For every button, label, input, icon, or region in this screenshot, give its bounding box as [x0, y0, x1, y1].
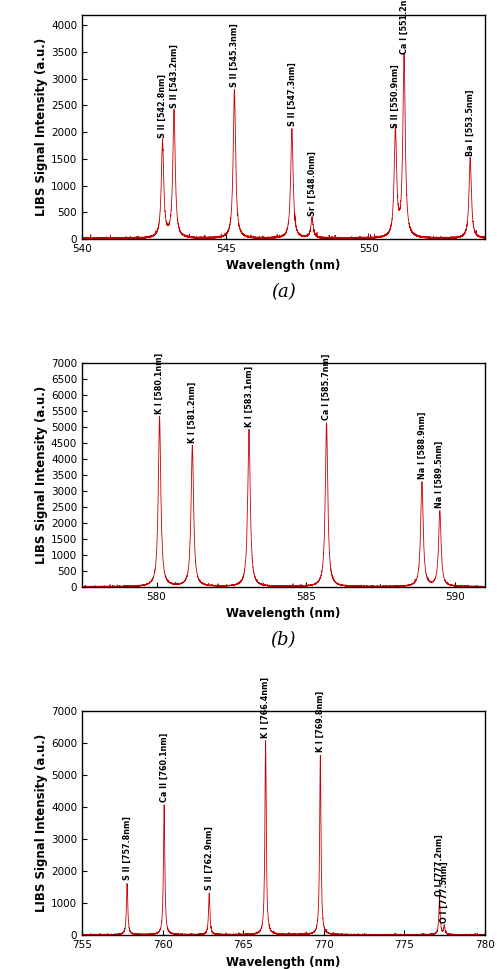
Text: Sr I [548.0nm]: Sr I [548.0nm]: [308, 151, 317, 216]
Y-axis label: LIBS Signal Intensity (a.u.): LIBS Signal Intensity (a.u.): [35, 38, 48, 216]
Text: (b): (b): [270, 631, 296, 649]
Text: Ba I [553.5nm]: Ba I [553.5nm]: [466, 89, 475, 155]
Text: Ca II [760.1nm]: Ca II [760.1nm]: [160, 733, 168, 801]
Text: K I [766.4nm]: K I [766.4nm]: [261, 676, 270, 737]
Text: S II [545.3nm]: S II [545.3nm]: [230, 23, 239, 87]
Text: Na I [589.5nm]: Na I [589.5nm]: [435, 441, 444, 509]
Text: (a): (a): [271, 283, 296, 300]
Text: O I [777.2nm]: O I [777.2nm]: [435, 834, 444, 896]
Text: Ca I [585.7nm]: Ca I [585.7nm]: [322, 354, 331, 421]
Text: S II [762.9nm]: S II [762.9nm]: [205, 826, 214, 890]
Text: K I [581.2nm]: K I [581.2nm]: [188, 381, 197, 443]
Text: S II [547.3nm]: S II [547.3nm]: [287, 62, 296, 126]
Text: S II [542.8nm]: S II [542.8nm]: [158, 75, 167, 139]
Text: Na I [588.9nm]: Na I [588.9nm]: [417, 412, 426, 480]
Text: S II [550.9nm]: S II [550.9nm]: [391, 64, 400, 128]
Text: K I [769.8nm]: K I [769.8nm]: [316, 691, 325, 752]
Y-axis label: LIBS Signal Intensity (a.u.): LIBS Signal Intensity (a.u.): [35, 734, 48, 912]
Text: Ca I [551.2nm]: Ca I [551.2nm]: [400, 0, 409, 54]
Y-axis label: LIBS Signal Intensity (a.u.): LIBS Signal Intensity (a.u.): [35, 386, 48, 564]
Text: S II [543.2nm]: S II [543.2nm]: [169, 45, 178, 109]
Text: K I [580.1nm]: K I [580.1nm]: [155, 353, 164, 414]
X-axis label: Wavelength (nm): Wavelength (nm): [226, 260, 340, 272]
X-axis label: Wavelength (nm): Wavelength (nm): [226, 608, 340, 620]
Text: O I [777.5nm]: O I [777.5nm]: [440, 861, 449, 922]
X-axis label: Wavelength (nm): Wavelength (nm): [226, 955, 340, 968]
Text: K I [583.1nm]: K I [583.1nm]: [245, 365, 253, 426]
Text: S II [757.8nm]: S II [757.8nm]: [123, 817, 132, 881]
